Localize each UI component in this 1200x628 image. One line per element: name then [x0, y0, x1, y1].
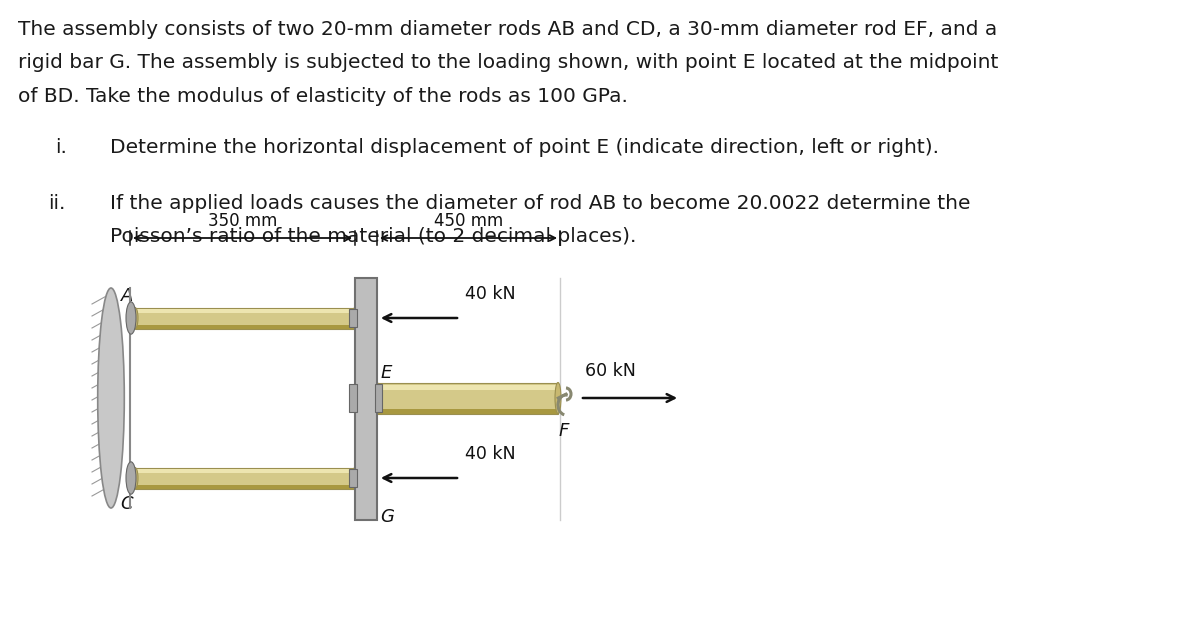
Bar [349, 384, 358, 412]
Bar [355, 278, 377, 520]
Ellipse shape [554, 382, 562, 413]
Text: The assembly consists of two 20-mm diameter rods AB and CD, a 30-mm diameter rod: The assembly consists of two 20-mm diame… [18, 20, 997, 39]
Text: G: G [380, 508, 394, 526]
Bar [377, 409, 558, 413]
Bar [377, 385, 558, 390]
Bar [349, 468, 358, 487]
Bar [134, 325, 355, 328]
Ellipse shape [352, 467, 358, 489]
Text: F: F [559, 421, 569, 440]
Text: Determine the horizontal displacement of point E (indicate direction, left or ri: Determine the horizontal displacement of… [110, 139, 940, 158]
Text: ii.: ii. [48, 194, 65, 213]
Text: Poisson’s ratio of the material (to 2 decimal places).: Poisson’s ratio of the material (to 2 de… [110, 227, 636, 247]
Ellipse shape [132, 467, 138, 489]
Text: 450 mm: 450 mm [434, 212, 503, 230]
Ellipse shape [126, 462, 136, 494]
Ellipse shape [132, 308, 138, 328]
Text: 350 mm: 350 mm [208, 212, 277, 230]
Bar [134, 308, 355, 328]
Text: E: E [382, 364, 392, 381]
Text: i.: i. [55, 139, 67, 158]
Text: If the applied loads causes the diameter of rod AB to become 20.0022 determine t: If the applied loads causes the diameter… [110, 194, 971, 213]
Text: 40 kN: 40 kN [464, 285, 516, 303]
Text: C: C [120, 495, 133, 513]
Ellipse shape [126, 302, 136, 334]
Text: D: D [356, 495, 370, 513]
Text: of BD. Take the modulus of elasticity of the rods as 100 GPa.: of BD. Take the modulus of elasticity of… [18, 87, 628, 106]
Bar [134, 309, 355, 313]
Text: rigid bar G. The assembly is subjected to the loading shown, with point E locate: rigid bar G. The assembly is subjected t… [18, 53, 998, 72]
Bar [374, 384, 382, 412]
Bar [134, 467, 355, 489]
Bar [134, 485, 355, 489]
Ellipse shape [374, 382, 380, 413]
Text: A: A [120, 287, 133, 305]
Ellipse shape [352, 308, 358, 328]
Text: B: B [356, 288, 368, 306]
Bar [134, 469, 355, 473]
Text: 60 kN: 60 kN [586, 362, 636, 380]
Text: 40 kN: 40 kN [464, 445, 516, 463]
Bar [377, 382, 558, 413]
Bar [349, 308, 358, 327]
Ellipse shape [97, 288, 125, 508]
